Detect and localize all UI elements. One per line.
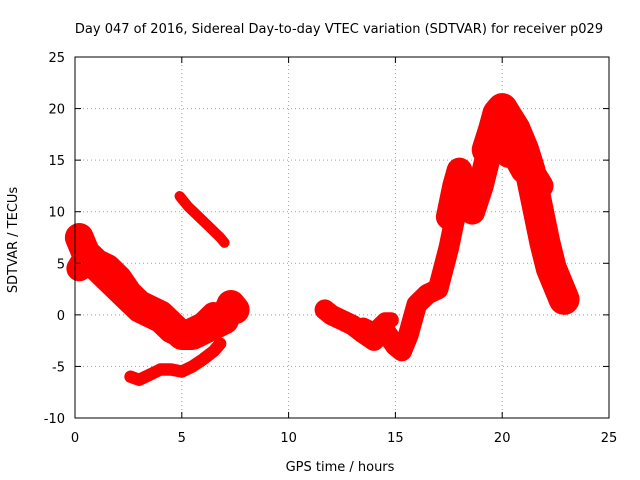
- chart-title: Day 047 of 2016, Sidereal Day-to-day VTE…: [75, 22, 603, 37]
- data-point: [451, 181, 460, 190]
- x-tick-label: 20: [494, 431, 511, 446]
- data-point: [493, 109, 502, 118]
- y-tick-label: 25: [48, 51, 65, 66]
- data-point: [175, 192, 184, 201]
- data-point: [455, 166, 464, 175]
- y-tick-label: 5: [57, 257, 65, 272]
- data-point: [145, 370, 154, 379]
- data-point: [188, 326, 197, 335]
- data-point: [404, 331, 413, 340]
- data-point: [167, 365, 176, 374]
- data-point: [338, 316, 346, 325]
- data-point: [75, 264, 84, 273]
- data-point: [540, 238, 549, 247]
- y-tick-label: 15: [48, 154, 65, 169]
- data-point: [103, 274, 112, 283]
- data-point: [327, 310, 336, 319]
- data-point: [387, 316, 396, 325]
- data-point: [177, 367, 186, 376]
- data-point: [220, 316, 229, 325]
- data-point: [397, 346, 406, 355]
- data-point: [81, 254, 90, 263]
- series-arc8: [471, 93, 580, 315]
- data-point: [113, 285, 122, 294]
- axis-ticks: 0 5 10 15 20 25 -10 -5 0 5 10 15 20 25: [44, 51, 618, 446]
- data-point: [423, 290, 432, 299]
- data-point: [504, 114, 513, 123]
- data-point: [226, 300, 235, 309]
- data-point: [126, 372, 135, 381]
- data-point: [412, 300, 421, 309]
- data-point: [560, 295, 569, 304]
- data-point: [320, 305, 329, 314]
- data-point: [444, 212, 453, 221]
- data-point: [75, 233, 84, 242]
- data-point: [124, 295, 133, 304]
- data-point: [184, 202, 193, 211]
- data-point: [391, 341, 400, 350]
- series-arc3: [124, 337, 227, 386]
- data-point: [468, 207, 477, 216]
- data-point: [199, 355, 208, 364]
- data-point: [348, 321, 357, 330]
- data-point: [135, 305, 144, 314]
- x-tick-label: 25: [601, 431, 618, 446]
- data-point: [461, 197, 470, 206]
- data-point: [511, 125, 520, 134]
- data-point: [194, 212, 203, 221]
- data-point: [177, 331, 186, 340]
- data-point: [188, 362, 197, 371]
- data-point: [231, 305, 240, 314]
- data-point: [156, 365, 165, 374]
- data-point: [145, 310, 154, 319]
- data-point: [532, 197, 541, 206]
- data-series: [64, 93, 580, 386]
- x-axis-label: GPS time / hours: [286, 460, 395, 475]
- y-tick-label: 10: [48, 206, 65, 221]
- data-point: [220, 238, 229, 247]
- data-point: [92, 264, 101, 273]
- y-axis-label: SDTVAR / TECUs: [6, 187, 21, 294]
- series-arc4: [174, 191, 230, 248]
- x-tick-label: 0: [71, 431, 79, 446]
- data-point: [216, 339, 225, 348]
- data-point: [434, 285, 443, 294]
- series-band: [124, 337, 227, 386]
- data-point: [525, 166, 534, 175]
- data-point: [199, 321, 208, 330]
- y-tick-label: -5: [52, 360, 65, 375]
- x-tick-label: 5: [178, 431, 186, 446]
- plot-border: [74, 56, 610, 419]
- data-point: [205, 223, 214, 232]
- y-tick-label: 0: [57, 309, 65, 324]
- series-arc6: [355, 312, 399, 339]
- data-point: [547, 264, 556, 273]
- data-point: [498, 104, 507, 113]
- data-point: [444, 243, 453, 252]
- data-point: [209, 310, 218, 319]
- y-tick-label: 20: [48, 103, 65, 118]
- data-point: [156, 316, 165, 325]
- data-point: [370, 326, 379, 335]
- data-point: [209, 346, 218, 355]
- data-point: [216, 233, 225, 242]
- x-tick-label: 10: [280, 431, 297, 446]
- data-point: [167, 326, 176, 335]
- data-point: [483, 145, 492, 154]
- data-point: [359, 321, 368, 330]
- data-point: [489, 125, 498, 134]
- data-point: [519, 145, 528, 154]
- data-point: [135, 375, 144, 384]
- series-arc2: [66, 245, 238, 349]
- y-tick-label: -10: [44, 412, 65, 427]
- data-point: [553, 279, 562, 288]
- data-point: [476, 181, 485, 190]
- x-tick-label: 15: [387, 431, 404, 446]
